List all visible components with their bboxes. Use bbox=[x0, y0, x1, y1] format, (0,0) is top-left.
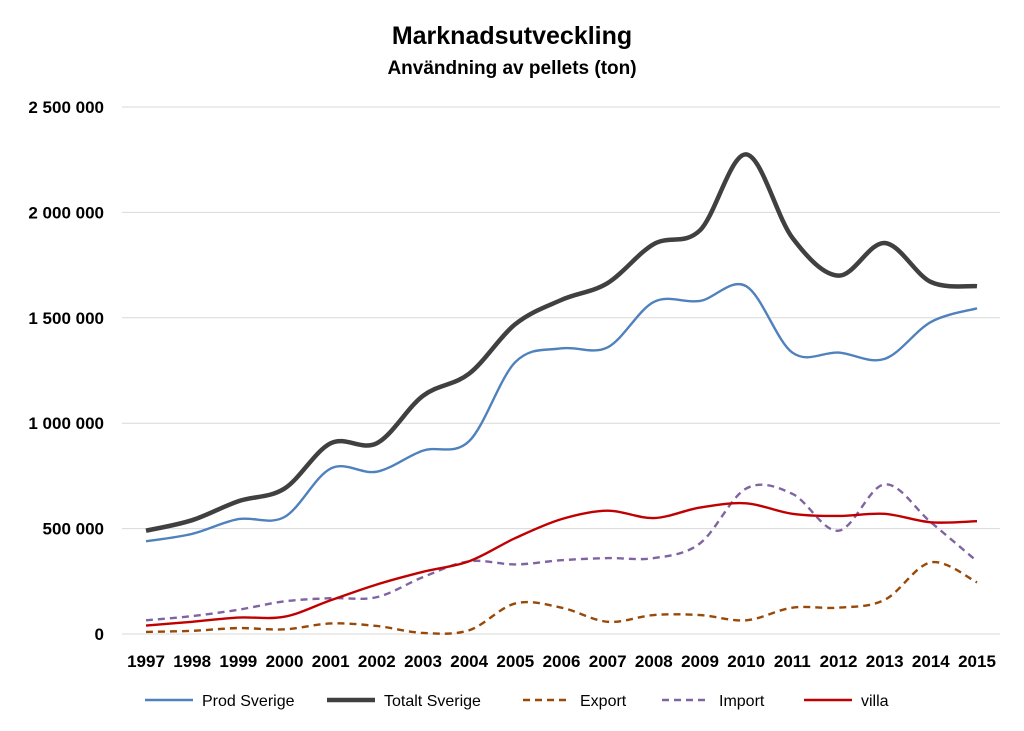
series-line-1 bbox=[145, 152, 978, 533]
x-tick-label: 2010 bbox=[727, 652, 765, 671]
x-tick-label: 2007 bbox=[589, 652, 627, 671]
x-tick-label: 2015 bbox=[958, 652, 996, 671]
x-tick-label: 2002 bbox=[358, 652, 396, 671]
legend-label: Prod Sverige bbox=[202, 693, 295, 710]
legend: Prod Sverige Totalt Sverige Export Import vi… bbox=[145, 693, 889, 710]
x-tick-label: 1997 bbox=[127, 652, 165, 671]
legend-label: Totalt Sverige bbox=[384, 693, 481, 710]
x-tick-label: 2011 bbox=[774, 652, 811, 671]
series-line-2 bbox=[145, 561, 978, 635]
grid-lines bbox=[122, 106, 1000, 635]
chart-subtitle: Användning av pellets (ton) bbox=[387, 58, 636, 79]
y-tick-label: 500 000 bbox=[43, 520, 104, 539]
series-line-4 bbox=[145, 501, 978, 627]
x-tick-label: 2001 bbox=[312, 652, 350, 671]
x-tick-label: 2000 bbox=[266, 652, 304, 671]
x-tick-label: 2009 bbox=[681, 652, 719, 671]
x-tick-label: 2013 bbox=[866, 652, 904, 671]
legend-label: Import bbox=[719, 693, 765, 710]
x-tick-label: 2012 bbox=[820, 652, 858, 671]
x-tick-label: 2014 bbox=[912, 652, 950, 671]
x-tick-label: 2004 bbox=[450, 652, 488, 671]
x-tick-label: 1999 bbox=[219, 652, 257, 671]
legend-label: Export bbox=[580, 693, 627, 710]
chart-title: Marknadsutveckling bbox=[392, 22, 632, 50]
series-line-3 bbox=[145, 483, 978, 622]
series-lines bbox=[145, 152, 978, 635]
x-tick-label: 2003 bbox=[404, 652, 442, 671]
y-tick-label: 1 000 000 bbox=[28, 414, 104, 433]
y-tick-label: 1 500 000 bbox=[28, 309, 104, 328]
x-tick-label: 1998 bbox=[173, 652, 211, 671]
y-axis-ticks: 0 500 000 1 000 000 1 500 000 2 000 000 2 500… bbox=[28, 98, 104, 644]
x-tick-label: 2008 bbox=[635, 652, 673, 671]
y-tick-label: 2 000 000 bbox=[28, 203, 104, 222]
y-tick-label: 2 500 000 bbox=[28, 98, 104, 117]
x-axis-ticks: 1997 1998 1999 2000 2001 2002 2003 2004 2005 2006… bbox=[127, 652, 996, 671]
x-tick-label: 2006 bbox=[543, 652, 581, 671]
y-tick-label: 0 bbox=[95, 625, 104, 644]
x-tick-label: 2005 bbox=[496, 652, 534, 671]
series-line-0 bbox=[145, 283, 978, 543]
legend-label: villa bbox=[861, 693, 889, 710]
